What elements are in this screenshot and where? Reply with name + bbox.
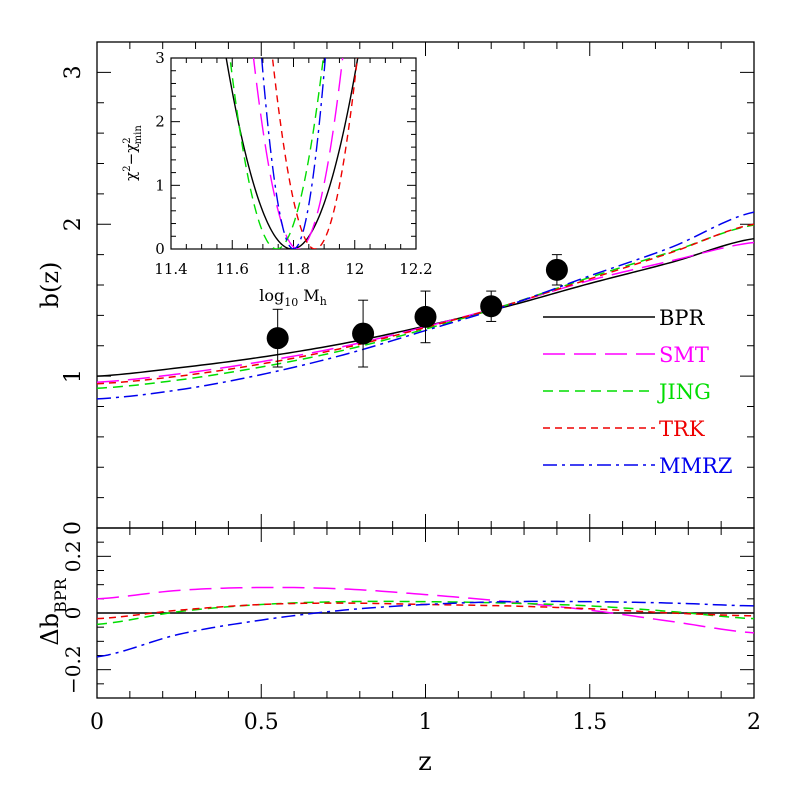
main-y-tick-label: 2 [61, 217, 86, 231]
data-point [352, 322, 375, 345]
inset-x-tick-label: 11.8 [277, 260, 310, 278]
inset-y-label: χ2−χ2min [122, 125, 144, 181]
legend-label-mmrz: MMRZ [659, 454, 732, 478]
residual-panel: −0.200.2 0 0.5 1 1.5 2 ΔbBPR z [36, 527, 761, 777]
main-ticks [96, 41, 755, 529]
legend: BPR SMT JING TRK MMRZ [543, 306, 732, 478]
inset-x-tick-label: 11.6 [216, 260, 249, 278]
res-y-tick-label: 0 [61, 607, 85, 620]
x-tick-label: 0 [90, 710, 104, 735]
main-y-label: b(z) [36, 262, 64, 309]
residual-curve-mmrz [96, 600, 755, 658]
inset-ticks [170, 57, 417, 250]
legend-label-bpr: BPR [659, 306, 706, 330]
main-y-tick-label: 1 [61, 369, 86, 383]
main-points [266, 254, 568, 368]
residual-curve-smt [96, 586, 755, 634]
data-point [266, 327, 289, 350]
res-y-tick-label: 0.2 [61, 540, 85, 572]
x-axis-label: z [418, 747, 432, 777]
inset-y-tick-label: 0 [155, 240, 165, 258]
main-y-tick-labels: 0 1 2 3 [61, 65, 86, 535]
residual-curve-jing [96, 600, 755, 626]
legend-label-smt: SMT [659, 343, 709, 367]
residual-curves [96, 586, 755, 658]
data-point [545, 258, 568, 281]
legend-label-trk: TRK [659, 417, 705, 441]
main-curve-trk [96, 223, 755, 385]
residual-x-tick-labels: 0 0.5 1 1.5 2 [90, 710, 761, 735]
inset-y-tick-label: 2 [155, 113, 165, 131]
inset-curve-smt [252, 58, 344, 249]
inset-curves [225, 58, 359, 249]
x-tick-label: 1 [419, 710, 433, 735]
inset-x-label: log10 Mh [259, 286, 327, 309]
inset-x-tick-label: 12.2 [399, 260, 432, 278]
x-tick-label: 0.5 [244, 710, 279, 735]
res-y-tick-label: −0.2 [61, 645, 85, 694]
x-tick-label: 1.5 [572, 710, 607, 735]
data-point [480, 295, 503, 318]
residual-ticks [96, 527, 755, 699]
inset-x-tick-label: 12 [345, 260, 364, 278]
data-point [414, 305, 437, 328]
legend-label-jing: JING [657, 380, 711, 404]
main-y-tick-label: 3 [61, 65, 86, 79]
main-curve-smt [96, 241, 755, 383]
x-tick-label: 2 [747, 710, 761, 735]
inset-x-tick-labels: 11.4 11.6 11.8 12 12.2 [154, 260, 432, 278]
main-y-tick-label: 0 [61, 521, 86, 535]
inset-y-tick-label: 3 [155, 49, 165, 67]
inset-y-tick-labels: 0 1 2 3 [155, 49, 165, 258]
residual-y-tick-labels: −0.2 0 0.2 [61, 540, 85, 694]
residual-y-label: ΔbBPR [36, 577, 70, 645]
inset-panel-frame [170, 57, 417, 250]
inset-x-tick-label: 11.4 [154, 260, 187, 278]
inset-curve-jing [229, 58, 325, 249]
main-curve-jing [96, 224, 755, 390]
inset-y-tick-label: 1 [155, 176, 165, 194]
